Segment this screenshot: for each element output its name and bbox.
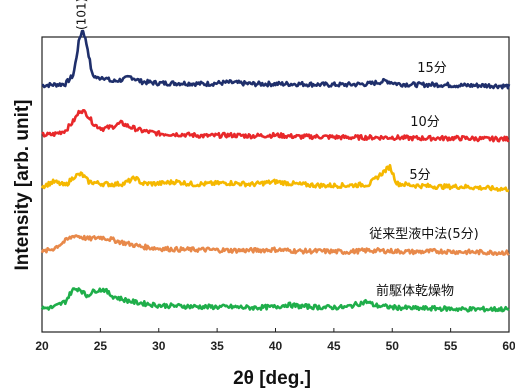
x-axis-title: 2θ [deg.]: [233, 368, 311, 389]
annotations: (101): [75, 0, 89, 30]
x-tick-label: 20: [35, 339, 49, 353]
series-line: [40, 163, 510, 193]
peak-annotation: (101): [75, 0, 89, 30]
series-label: 10分: [410, 115, 440, 130]
x-tick-label: 35: [210, 339, 224, 353]
x-tick-label: 50: [386, 339, 400, 353]
series-line: [41, 109, 510, 143]
series-line: [41, 29, 511, 90]
series-line: [40, 287, 510, 313]
series-label: 従来型液中法(5分): [369, 227, 478, 242]
series-line: [40, 234, 510, 256]
series-group: [40, 29, 511, 313]
x-tick-label: 45: [327, 339, 341, 353]
x-axis-ticks: 20 25 30 35 40 45 50 55 60: [35, 328, 515, 353]
series-label: 前駆体乾燥物: [376, 283, 454, 299]
x-tick-label: 25: [94, 339, 108, 353]
x-tick-label: 55: [444, 339, 458, 353]
series-label: 15分: [417, 61, 447, 76]
y-axis-title: Intensity [arb. unit]: [12, 100, 33, 271]
series-label: 5分: [409, 168, 430, 183]
x-tick-label: 30: [152, 339, 166, 353]
x-tick-label: 40: [269, 339, 283, 353]
x-tick-label: 60: [502, 339, 515, 353]
